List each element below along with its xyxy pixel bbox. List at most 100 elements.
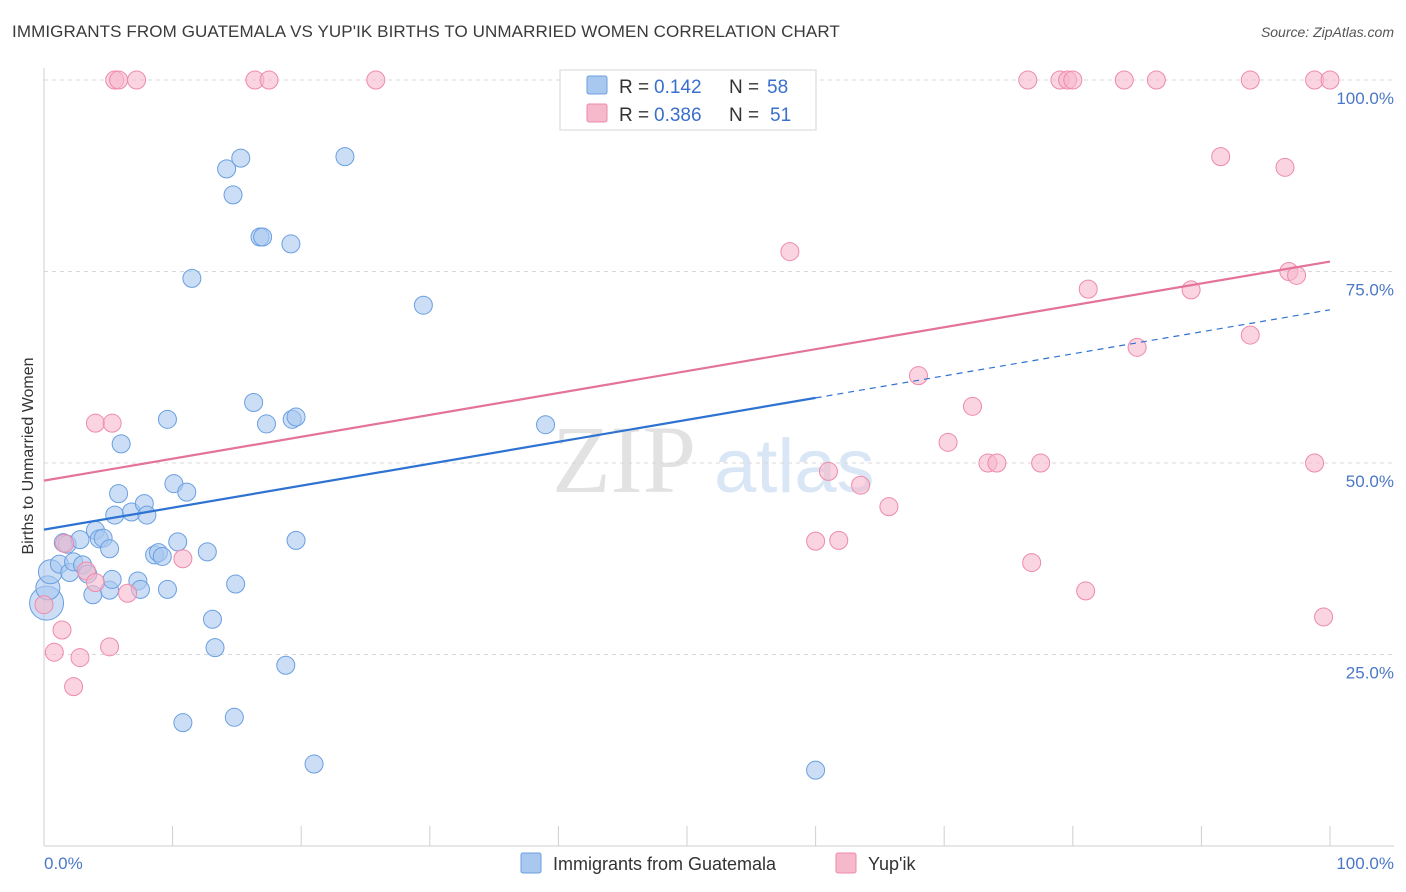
legend-n-label-guatemala: N = bbox=[729, 77, 759, 98]
yupik-point bbox=[1275, 157, 1295, 177]
legend-swatch-yupik bbox=[586, 103, 608, 123]
guatemala-point bbox=[152, 546, 172, 566]
yupik-point bbox=[1078, 279, 1098, 299]
yupik-point bbox=[818, 461, 838, 481]
bottom-legend-label-yupik: Yup'ik bbox=[868, 854, 916, 874]
guatemala-point bbox=[157, 579, 177, 599]
yupik-point bbox=[1018, 70, 1038, 90]
guatemala-point bbox=[168, 532, 188, 552]
yupik-point bbox=[1240, 325, 1260, 345]
series-guatemala bbox=[29, 147, 826, 780]
guatemala-point bbox=[137, 505, 157, 525]
yupik-point bbox=[806, 531, 826, 551]
yupik-point bbox=[127, 70, 147, 90]
yupik-point bbox=[1076, 581, 1096, 601]
yupik-point bbox=[85, 413, 105, 433]
yupik-point bbox=[102, 413, 122, 433]
yupik-point bbox=[987, 453, 1007, 473]
guatemala-point bbox=[173, 713, 193, 733]
y-tick-label: 25.0% bbox=[1346, 664, 1394, 683]
yupik-point bbox=[173, 549, 193, 569]
gridlines bbox=[44, 79, 1394, 655]
yupik-point bbox=[1127, 337, 1147, 357]
yupik-point bbox=[118, 583, 138, 603]
guatemala-point bbox=[244, 392, 264, 412]
y-tick-label: 100.0% bbox=[1336, 89, 1394, 108]
chart-source: Source: ZipAtlas.com bbox=[1260, 24, 1394, 40]
y-tick-labels: 25.0% 50.0% 75.0% 100.0% bbox=[1336, 89, 1394, 683]
legend-r-value-yupik: 0.386 bbox=[654, 105, 702, 126]
yupik-point bbox=[1211, 147, 1231, 167]
legend-n-value-yupik: 51 bbox=[770, 105, 791, 126]
yupik-point bbox=[1022, 553, 1042, 573]
guatemala-point bbox=[217, 159, 237, 179]
guatemala-point bbox=[276, 655, 296, 675]
guatemala-point bbox=[182, 268, 202, 288]
guatemala-point bbox=[256, 414, 276, 434]
yupik-point bbox=[1240, 70, 1260, 90]
legend-r-value-guatemala: 0.142 bbox=[654, 77, 702, 98]
yupik-point bbox=[938, 432, 958, 452]
yupik-point bbox=[1031, 453, 1051, 473]
guatemala-point bbox=[281, 234, 301, 254]
yupik-point bbox=[1114, 70, 1134, 90]
axes bbox=[43, 68, 1394, 847]
chart-title: IMMIGRANTS FROM GUATEMALA VS YUP'IK BIRT… bbox=[12, 22, 840, 41]
guatemala-point bbox=[224, 707, 244, 727]
guatemala-point bbox=[304, 754, 324, 774]
trend-line-guatemala-extension bbox=[815, 309, 1331, 399]
bottom-legend-swatch-guatemala bbox=[520, 852, 542, 874]
y-tick-label: 50.0% bbox=[1346, 472, 1394, 491]
x-tick-label-min: 0.0% bbox=[44, 854, 83, 873]
yupik-point bbox=[55, 533, 75, 553]
bottom-legend-label-guatemala: Immigrants from Guatemala bbox=[553, 854, 777, 874]
guatemala-point bbox=[102, 569, 122, 589]
guatemala-point bbox=[231, 148, 251, 168]
x-tick-label-max: 100.0% bbox=[1336, 854, 1394, 873]
yupik-point bbox=[780, 242, 800, 262]
bottom-legend-swatch-yupik bbox=[835, 852, 857, 874]
yupik-point bbox=[100, 637, 120, 657]
y-tick-label: 75.0% bbox=[1346, 281, 1394, 300]
yupik-point bbox=[829, 530, 849, 550]
legend-swatch-guatemala bbox=[586, 75, 608, 95]
guatemala-point bbox=[202, 609, 222, 629]
guatemala-point bbox=[253, 227, 273, 247]
guatemala-point bbox=[100, 539, 120, 559]
legend-r-label-guatemala: R = bbox=[619, 77, 649, 98]
trend-line-guatemala bbox=[43, 396, 816, 531]
trend-lines bbox=[43, 260, 1331, 531]
yupik-point bbox=[34, 595, 54, 615]
yupik-point bbox=[64, 677, 84, 697]
guatemala-point bbox=[413, 295, 433, 315]
yupik-point bbox=[44, 642, 64, 662]
yupik-point bbox=[52, 620, 72, 640]
guatemala-point bbox=[177, 482, 197, 502]
legend-n-label-yupik: N = bbox=[729, 105, 759, 126]
yupik-point bbox=[1314, 607, 1334, 627]
watermark-zip: ZIP bbox=[552, 406, 696, 513]
guatemala-point bbox=[157, 409, 177, 429]
guatemala-point bbox=[335, 147, 355, 167]
guatemala-point bbox=[109, 484, 129, 504]
yupik-point bbox=[1320, 70, 1340, 90]
watermark-atlas: atlas bbox=[714, 424, 875, 509]
yupik-point bbox=[879, 497, 899, 517]
guatemala-point bbox=[105, 505, 125, 525]
series-legend: Immigrants from Guatemala Yup'ik bbox=[520, 852, 916, 874]
yupik-point bbox=[962, 396, 982, 416]
guatemala-point bbox=[111, 434, 131, 454]
guatemala-point bbox=[286, 407, 306, 427]
yupik-point bbox=[851, 475, 871, 495]
guatemala-point bbox=[197, 542, 217, 562]
guatemala-point bbox=[205, 638, 225, 658]
yupik-point bbox=[109, 70, 129, 90]
guatemala-point bbox=[806, 760, 826, 780]
trend-line-yupik bbox=[43, 260, 1331, 482]
legend-n-value-guatemala: 58 bbox=[767, 77, 788, 98]
guatemala-point bbox=[536, 415, 556, 435]
yupik-point bbox=[85, 572, 105, 592]
guatemala-point bbox=[286, 530, 306, 550]
yupik-point bbox=[1146, 70, 1166, 90]
